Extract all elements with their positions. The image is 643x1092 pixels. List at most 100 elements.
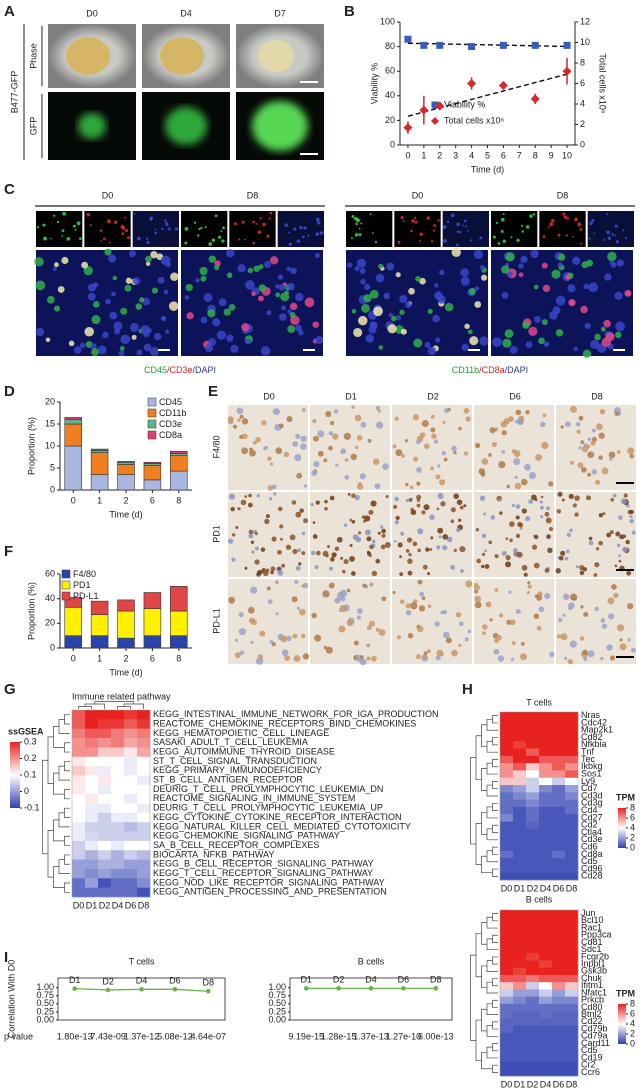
cell-dot <box>400 215 404 220</box>
cell-dot <box>264 261 272 269</box>
heatmap-cell <box>552 806 566 815</box>
cell-dot <box>416 498 421 502</box>
cell-dot <box>416 439 421 445</box>
cell-dot <box>607 236 612 240</box>
cell-dot <box>197 234 200 237</box>
colorbar-title: ssGSEA <box>8 726 44 736</box>
cell-dot <box>346 262 353 268</box>
cell-dot <box>583 657 588 662</box>
cell-dot <box>616 259 625 267</box>
cell-dot <box>416 503 421 508</box>
row-label: Nfkbia <box>581 739 607 749</box>
x-tick-label: 0 <box>405 150 410 160</box>
cell-dot <box>474 601 482 609</box>
cell-dot <box>564 556 569 561</box>
heatmap-cell <box>565 917 579 925</box>
cell-dot <box>294 579 299 584</box>
cell-dot <box>482 631 486 636</box>
cell-dot <box>57 286 65 293</box>
cell-dot <box>589 221 593 226</box>
colorbar <box>10 742 20 808</box>
cell-dot <box>588 540 594 546</box>
cell-dot <box>497 655 505 662</box>
cell-dot <box>603 238 606 241</box>
cell-dot <box>184 295 190 300</box>
dendrogram <box>475 933 482 978</box>
cell-dot <box>269 462 274 466</box>
cell-dot <box>618 559 622 563</box>
cell-dot <box>433 229 436 232</box>
cell-dot <box>510 657 515 662</box>
row-label: Cd22 <box>581 1016 603 1026</box>
cell-dot <box>315 500 320 505</box>
cell-dot <box>366 643 370 648</box>
cell-dot <box>493 648 500 655</box>
cell-dot <box>399 294 408 304</box>
dendrogram <box>64 789 70 800</box>
cell-dot <box>506 484 511 489</box>
cell-dot <box>417 528 424 535</box>
row-label: GFP <box>28 117 38 136</box>
cell-dot <box>422 564 428 570</box>
cell-dot <box>61 234 64 237</box>
row-label: Sdc1 <box>581 944 602 954</box>
cell-dot <box>258 295 264 302</box>
p-value: 6.00e-13 <box>418 1031 454 1041</box>
heatmap-cell <box>539 726 553 735</box>
cell-dot <box>233 222 237 226</box>
cell-dot <box>468 287 476 295</box>
heatmap-cell <box>72 803 86 814</box>
cell-dot <box>81 261 89 269</box>
cell-dot <box>496 634 502 641</box>
cell-dot <box>45 337 51 343</box>
point <box>105 987 111 993</box>
heatmap-cell <box>137 822 151 832</box>
heatmap-cell <box>513 931 527 940</box>
cell-dot <box>396 635 402 640</box>
heatmap-cell <box>513 938 527 947</box>
heatmap-cell <box>526 1039 540 1048</box>
cell-dot <box>322 550 329 557</box>
cell-dot <box>279 423 284 429</box>
heatmap-cell <box>111 719 125 729</box>
heatmap-frame <box>71 709 151 898</box>
dendrogram <box>492 934 498 943</box>
heatmap-cell <box>565 865 579 873</box>
column-label: D7 <box>274 8 286 18</box>
cell-dot <box>254 532 258 536</box>
cell-dot <box>241 323 250 332</box>
cell-dot <box>369 582 374 587</box>
cell-dot <box>295 292 304 302</box>
cell-dot <box>564 656 568 661</box>
heatmap-cell <box>500 748 514 757</box>
cell-dot <box>444 302 454 312</box>
y-tick-label: 1.00 <box>36 982 54 992</box>
cell-dot <box>61 229 65 233</box>
cell-dot <box>505 537 509 540</box>
cell-dot <box>437 464 441 468</box>
cell-dot <box>481 458 489 465</box>
heatmap-cell <box>500 785 514 793</box>
heatmap-cell <box>565 1032 579 1041</box>
cell-dot <box>578 415 584 421</box>
cell-dot <box>440 501 446 507</box>
heatmap-cell <box>565 989 579 997</box>
heatmap-cell <box>124 756 138 767</box>
heatmap-cell <box>565 777 579 786</box>
cell-dot <box>380 544 386 550</box>
heatmap-cell <box>513 748 527 757</box>
row-label: Cr2 <box>581 1060 596 1070</box>
colorbar-tick-label: -0.1 <box>24 802 40 812</box>
cell-dot <box>550 218 555 223</box>
heatmap-cell <box>98 784 112 795</box>
cell-dot <box>463 451 469 456</box>
cell-dot <box>436 545 441 550</box>
bar-segment <box>64 417 82 420</box>
micrograph <box>556 405 636 490</box>
y2-axis-label: Total cells x10⁶ <box>598 53 608 114</box>
cell-dot <box>135 303 143 310</box>
column-label: D1 <box>514 1079 526 1089</box>
heatmap-cell <box>85 728 99 739</box>
row-label: KEGG_HEMATOPOIETIC_CELL_LINEAGE <box>153 728 329 738</box>
row-label: F4/80 <box>211 435 221 458</box>
